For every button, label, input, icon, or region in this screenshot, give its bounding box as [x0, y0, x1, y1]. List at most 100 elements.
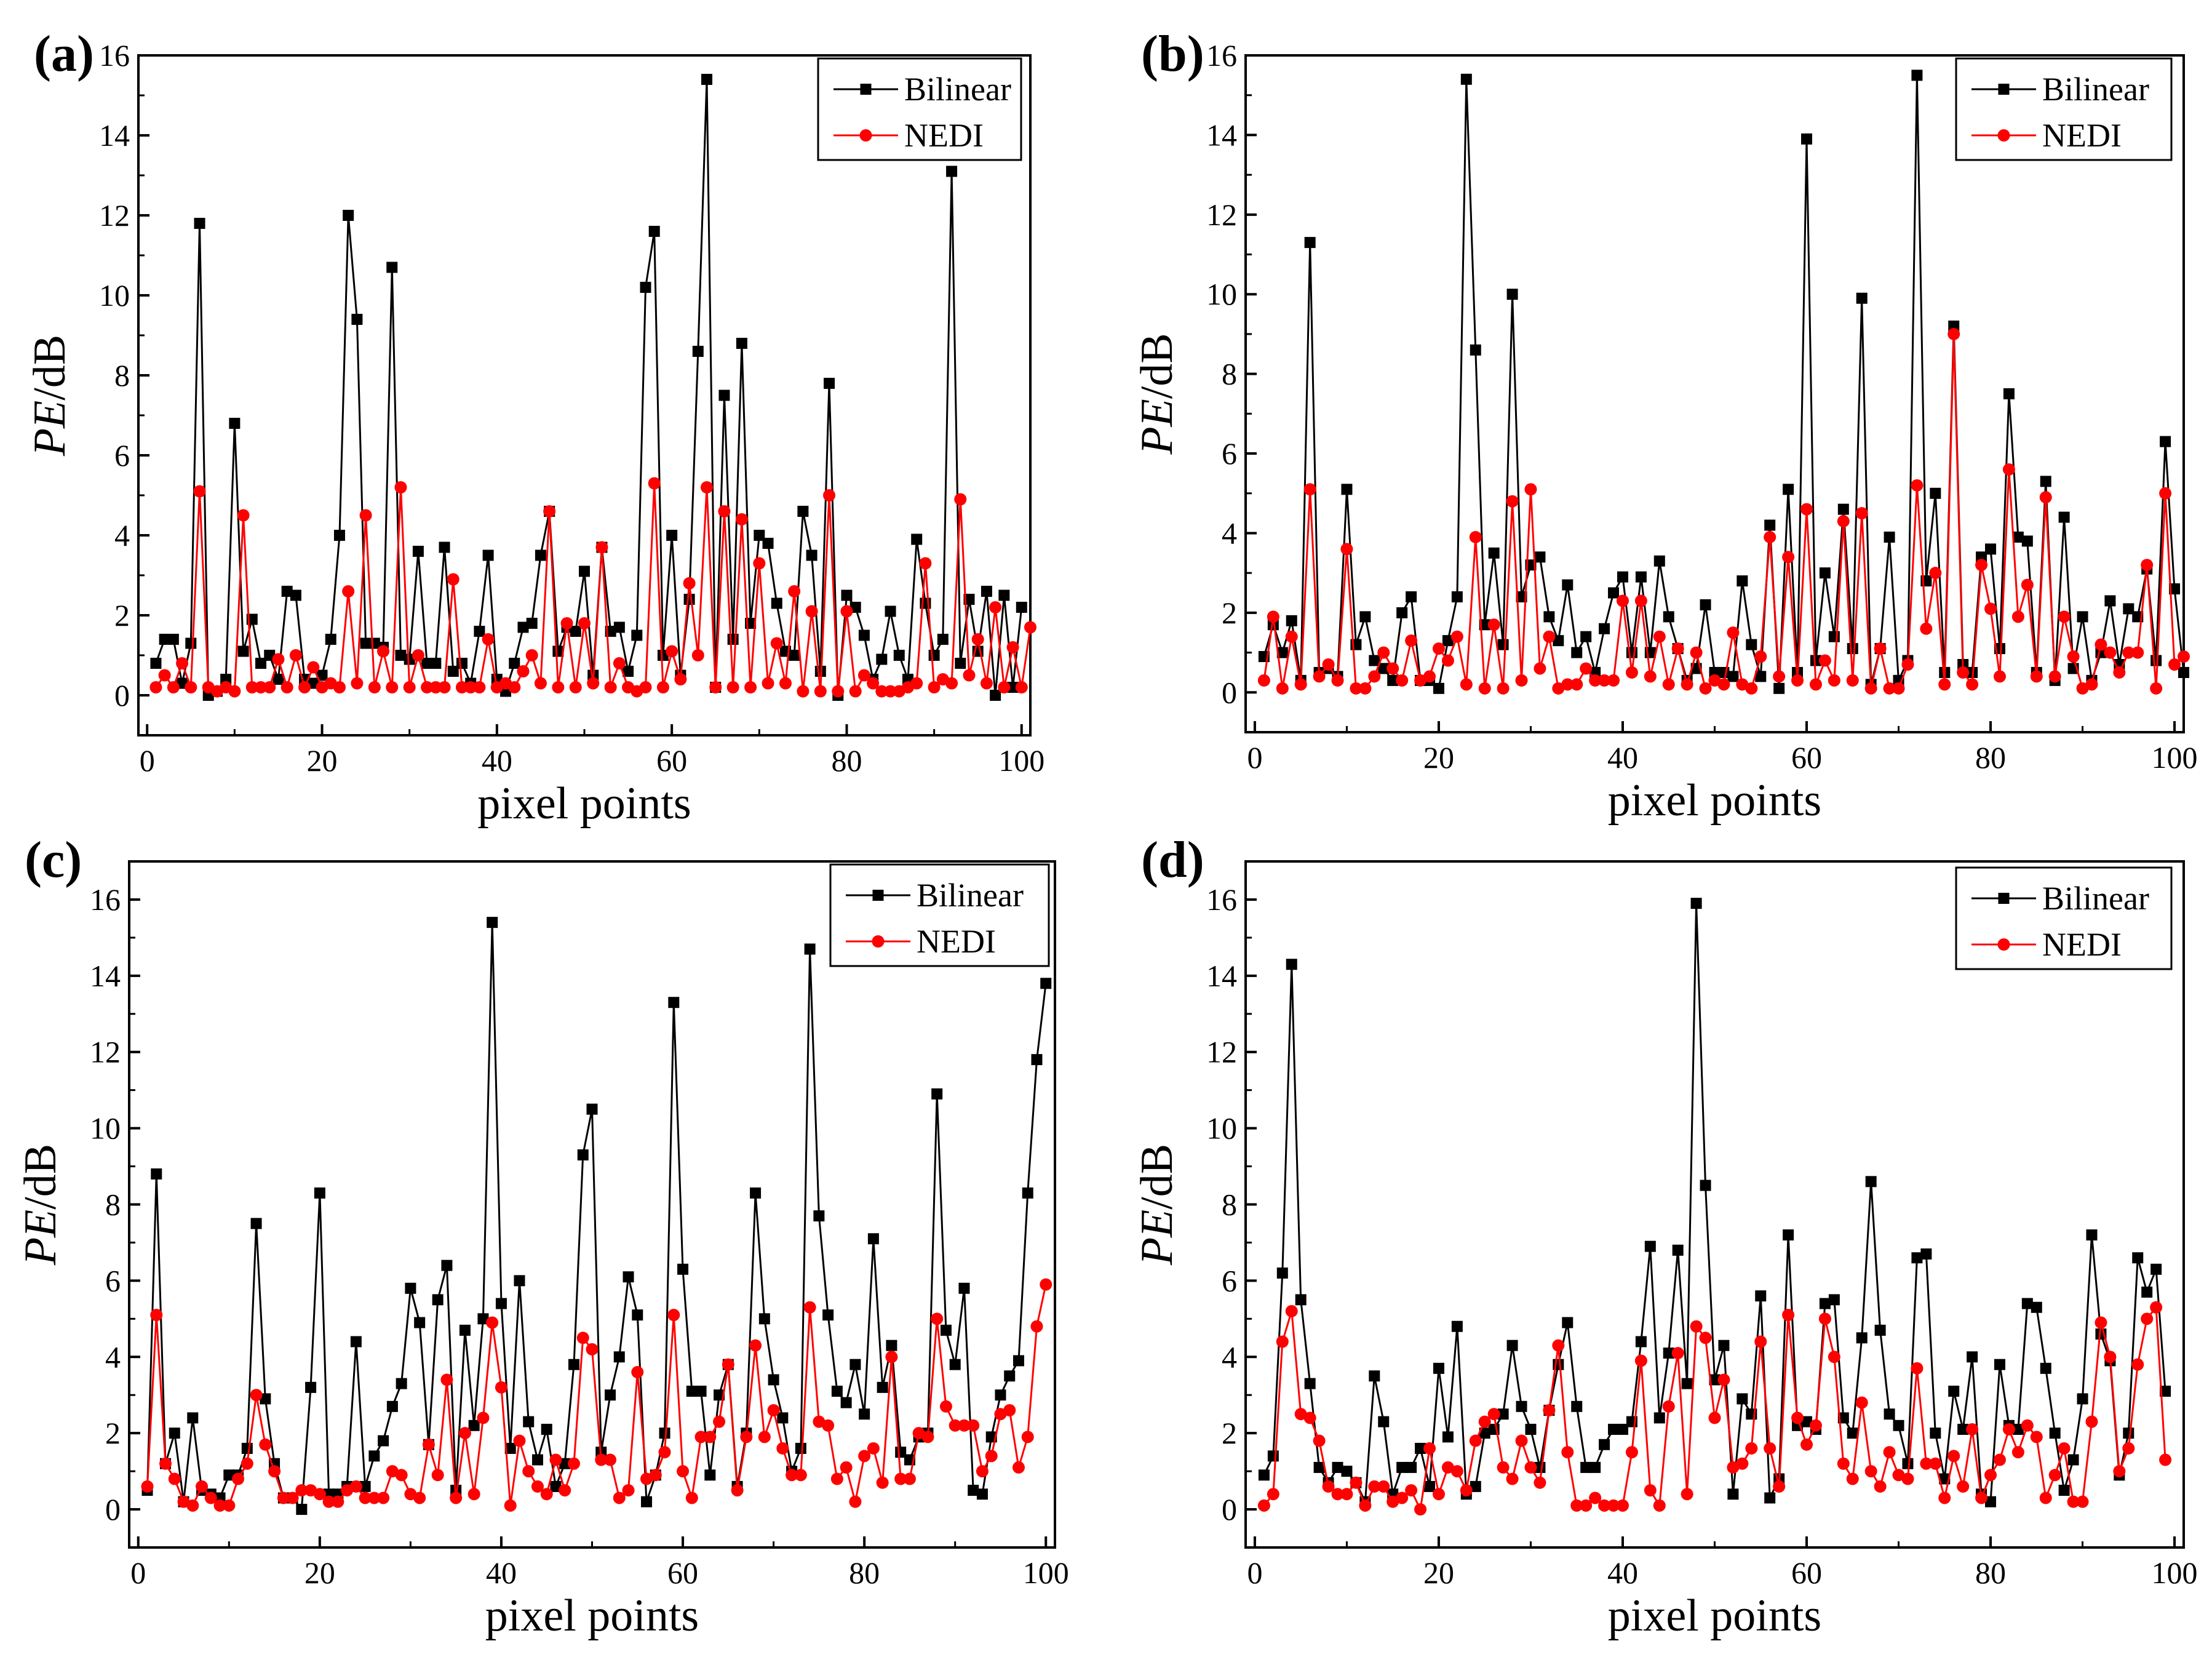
data-point-nedi [1681, 1488, 1693, 1501]
data-point-nedi [241, 1457, 253, 1470]
data-point-nedi [709, 681, 722, 693]
data-point-nedi [2159, 1453, 2172, 1466]
data-point-bilinear [414, 1317, 426, 1328]
data-point-nedi [495, 1381, 507, 1394]
data-point-bilinear [255, 658, 267, 669]
data-point-bilinear [441, 1260, 453, 1271]
data-point-bilinear [1286, 615, 1297, 626]
data-point-nedi [1359, 1499, 1372, 1512]
y-axis-title-unit: /dB [25, 335, 75, 401]
data-point-bilinear [395, 650, 407, 661]
panel-label: (d) [1141, 831, 1204, 888]
y-tick-label: 12 [99, 198, 130, 233]
data-point-bilinear [351, 314, 363, 325]
data-point-nedi [857, 669, 870, 682]
data-point-nedi [286, 1491, 299, 1504]
series-bilinear [150, 74, 1027, 701]
data-point-bilinear [955, 658, 966, 669]
data-point-bilinear [1810, 655, 1821, 666]
data-point-nedi [1006, 641, 1019, 653]
data-point-bilinear [333, 530, 345, 541]
data-point-nedi [1764, 1442, 1776, 1455]
data-point-nedi [150, 1309, 163, 1322]
y-axis-title-symbol: PE [15, 1210, 66, 1266]
y-tick-label: 14 [1206, 959, 1237, 993]
data-point-nedi [431, 1469, 444, 1482]
data-point-nedi [921, 1431, 934, 1443]
data-point-nedi [735, 513, 748, 525]
data-point-bilinear [2012, 1423, 2024, 1435]
data-point-nedi [1423, 1442, 1436, 1455]
data-point-nedi [910, 677, 923, 690]
data-point-bilinear [386, 262, 398, 273]
data-point-nedi [1487, 1408, 1500, 1421]
data-point-nedi [1837, 1457, 1850, 1470]
data-point-bilinear [750, 1187, 762, 1199]
data-point-bilinear [2021, 535, 2033, 547]
data-point-bilinear [701, 74, 713, 85]
y-tick-label: 14 [90, 959, 121, 993]
data-point-bilinear [1599, 1439, 1610, 1450]
data-point-bilinear [1286, 959, 1297, 970]
data-point-nedi [1460, 1484, 1473, 1497]
data-point-nedi [691, 649, 704, 661]
y-tick-label: 4 [1222, 516, 1237, 550]
data-point-bilinear [570, 626, 581, 637]
data-point-nedi [1947, 327, 1960, 340]
legend-label: Bilinear [904, 71, 1011, 108]
data-point-nedi [1543, 630, 1556, 643]
data-point-nedi [1846, 1472, 1859, 1485]
data-point-nedi [204, 1491, 217, 1504]
data-point-nedi [963, 669, 976, 682]
data-point-bilinear [605, 1389, 616, 1401]
data-point-nedi [250, 1389, 263, 1402]
data-point-nedi [971, 633, 984, 645]
data-point-nedi [1607, 1499, 1620, 1512]
data-point-bilinear [468, 1419, 480, 1431]
data-point-nedi [587, 677, 600, 690]
series-nedi [1257, 327, 2190, 695]
data-point-bilinear [958, 1282, 970, 1294]
data-point-nedi [794, 1469, 807, 1482]
data-point-nedi [1745, 682, 1758, 695]
data-point-bilinear [1837, 503, 1849, 515]
y-tick-label: 4 [114, 518, 130, 553]
data-point-nedi [840, 605, 853, 618]
x-tick-label: 60 [1791, 740, 1822, 775]
data-point-nedi [939, 1400, 952, 1413]
legend: Bilinear NEDI [829, 863, 1050, 967]
data-point-bilinear [1884, 1408, 1895, 1420]
data-point-nedi [613, 657, 626, 669]
series-bilinear [1258, 70, 2189, 694]
data-point-nedi [758, 1431, 771, 1443]
data-point-nedi [2085, 1415, 2098, 1428]
x-tick-label: 40 [482, 743, 512, 778]
data-point-bilinear [1332, 1461, 1343, 1473]
data-point-nedi [1699, 1332, 1712, 1344]
data-point-nedi [595, 1453, 608, 1466]
data-point-nedi [531, 1480, 544, 1493]
data-point-bilinear [1406, 1461, 1417, 1473]
data-point-nedi [949, 1419, 961, 1432]
data-point-nedi [450, 1491, 463, 1504]
data-point-nedi [1938, 1491, 1951, 1504]
data-point-bilinear [1313, 1461, 1325, 1473]
data-point-nedi [455, 681, 468, 693]
data-point-bilinear [758, 1313, 770, 1325]
data-point-nedi [1276, 682, 1289, 695]
data-point-nedi [578, 617, 591, 629]
data-point-nedi [1690, 646, 1703, 659]
data-point-bilinear [1341, 1466, 1353, 1477]
data-point-nedi [586, 1343, 599, 1356]
data-point-bilinear [813, 1210, 825, 1222]
data-point-bilinear [1681, 1378, 1693, 1389]
data-point-bilinear [477, 1313, 489, 1325]
series-line-bilinear [146, 922, 1047, 1512]
data-point-nedi [1313, 1434, 1326, 1447]
y-axis-title-unit: /dB [1132, 333, 1182, 399]
data-point-bilinear [1957, 1423, 1969, 1435]
data-point-bilinear [1672, 1244, 1684, 1256]
y-tick-label: 12 [90, 1035, 121, 1069]
y-tick-label: 2 [1222, 1416, 1237, 1450]
data-point-nedi [2030, 1431, 2043, 1443]
